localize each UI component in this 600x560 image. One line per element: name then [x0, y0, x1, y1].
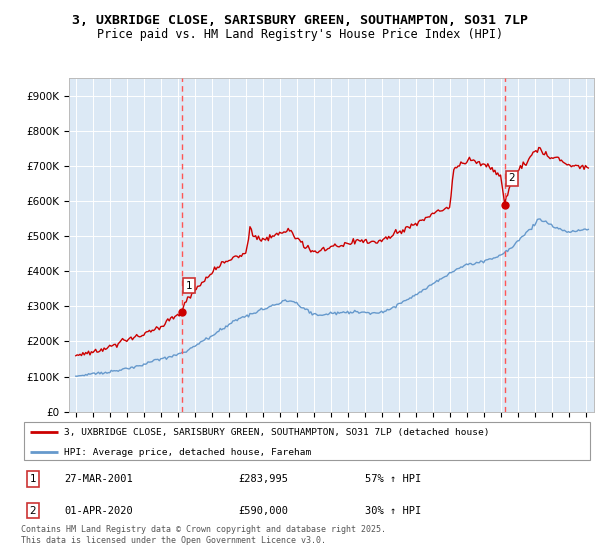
Text: Price paid vs. HM Land Registry's House Price Index (HPI): Price paid vs. HM Land Registry's House …	[97, 28, 503, 41]
Text: 1: 1	[29, 474, 36, 484]
Text: Contains HM Land Registry data © Crown copyright and database right 2025.
This d: Contains HM Land Registry data © Crown c…	[21, 525, 386, 545]
Text: 27-MAR-2001: 27-MAR-2001	[64, 474, 133, 484]
Text: 1: 1	[185, 281, 192, 291]
Text: 01-APR-2020: 01-APR-2020	[64, 506, 133, 516]
Text: 30% ↑ HPI: 30% ↑ HPI	[365, 506, 421, 516]
Text: HPI: Average price, detached house, Fareham: HPI: Average price, detached house, Fare…	[64, 448, 311, 458]
FancyBboxPatch shape	[24, 422, 590, 460]
Text: £590,000: £590,000	[239, 506, 289, 516]
Text: 57% ↑ HPI: 57% ↑ HPI	[365, 474, 421, 484]
Text: 2: 2	[508, 174, 515, 183]
Text: 3, UXBRIDGE CLOSE, SARISBURY GREEN, SOUTHAMPTON, SO31 7LP (detached house): 3, UXBRIDGE CLOSE, SARISBURY GREEN, SOUT…	[64, 428, 490, 437]
Text: 2: 2	[29, 506, 36, 516]
Text: £283,995: £283,995	[239, 474, 289, 484]
Text: 3, UXBRIDGE CLOSE, SARISBURY GREEN, SOUTHAMPTON, SO31 7LP: 3, UXBRIDGE CLOSE, SARISBURY GREEN, SOUT…	[72, 14, 528, 27]
